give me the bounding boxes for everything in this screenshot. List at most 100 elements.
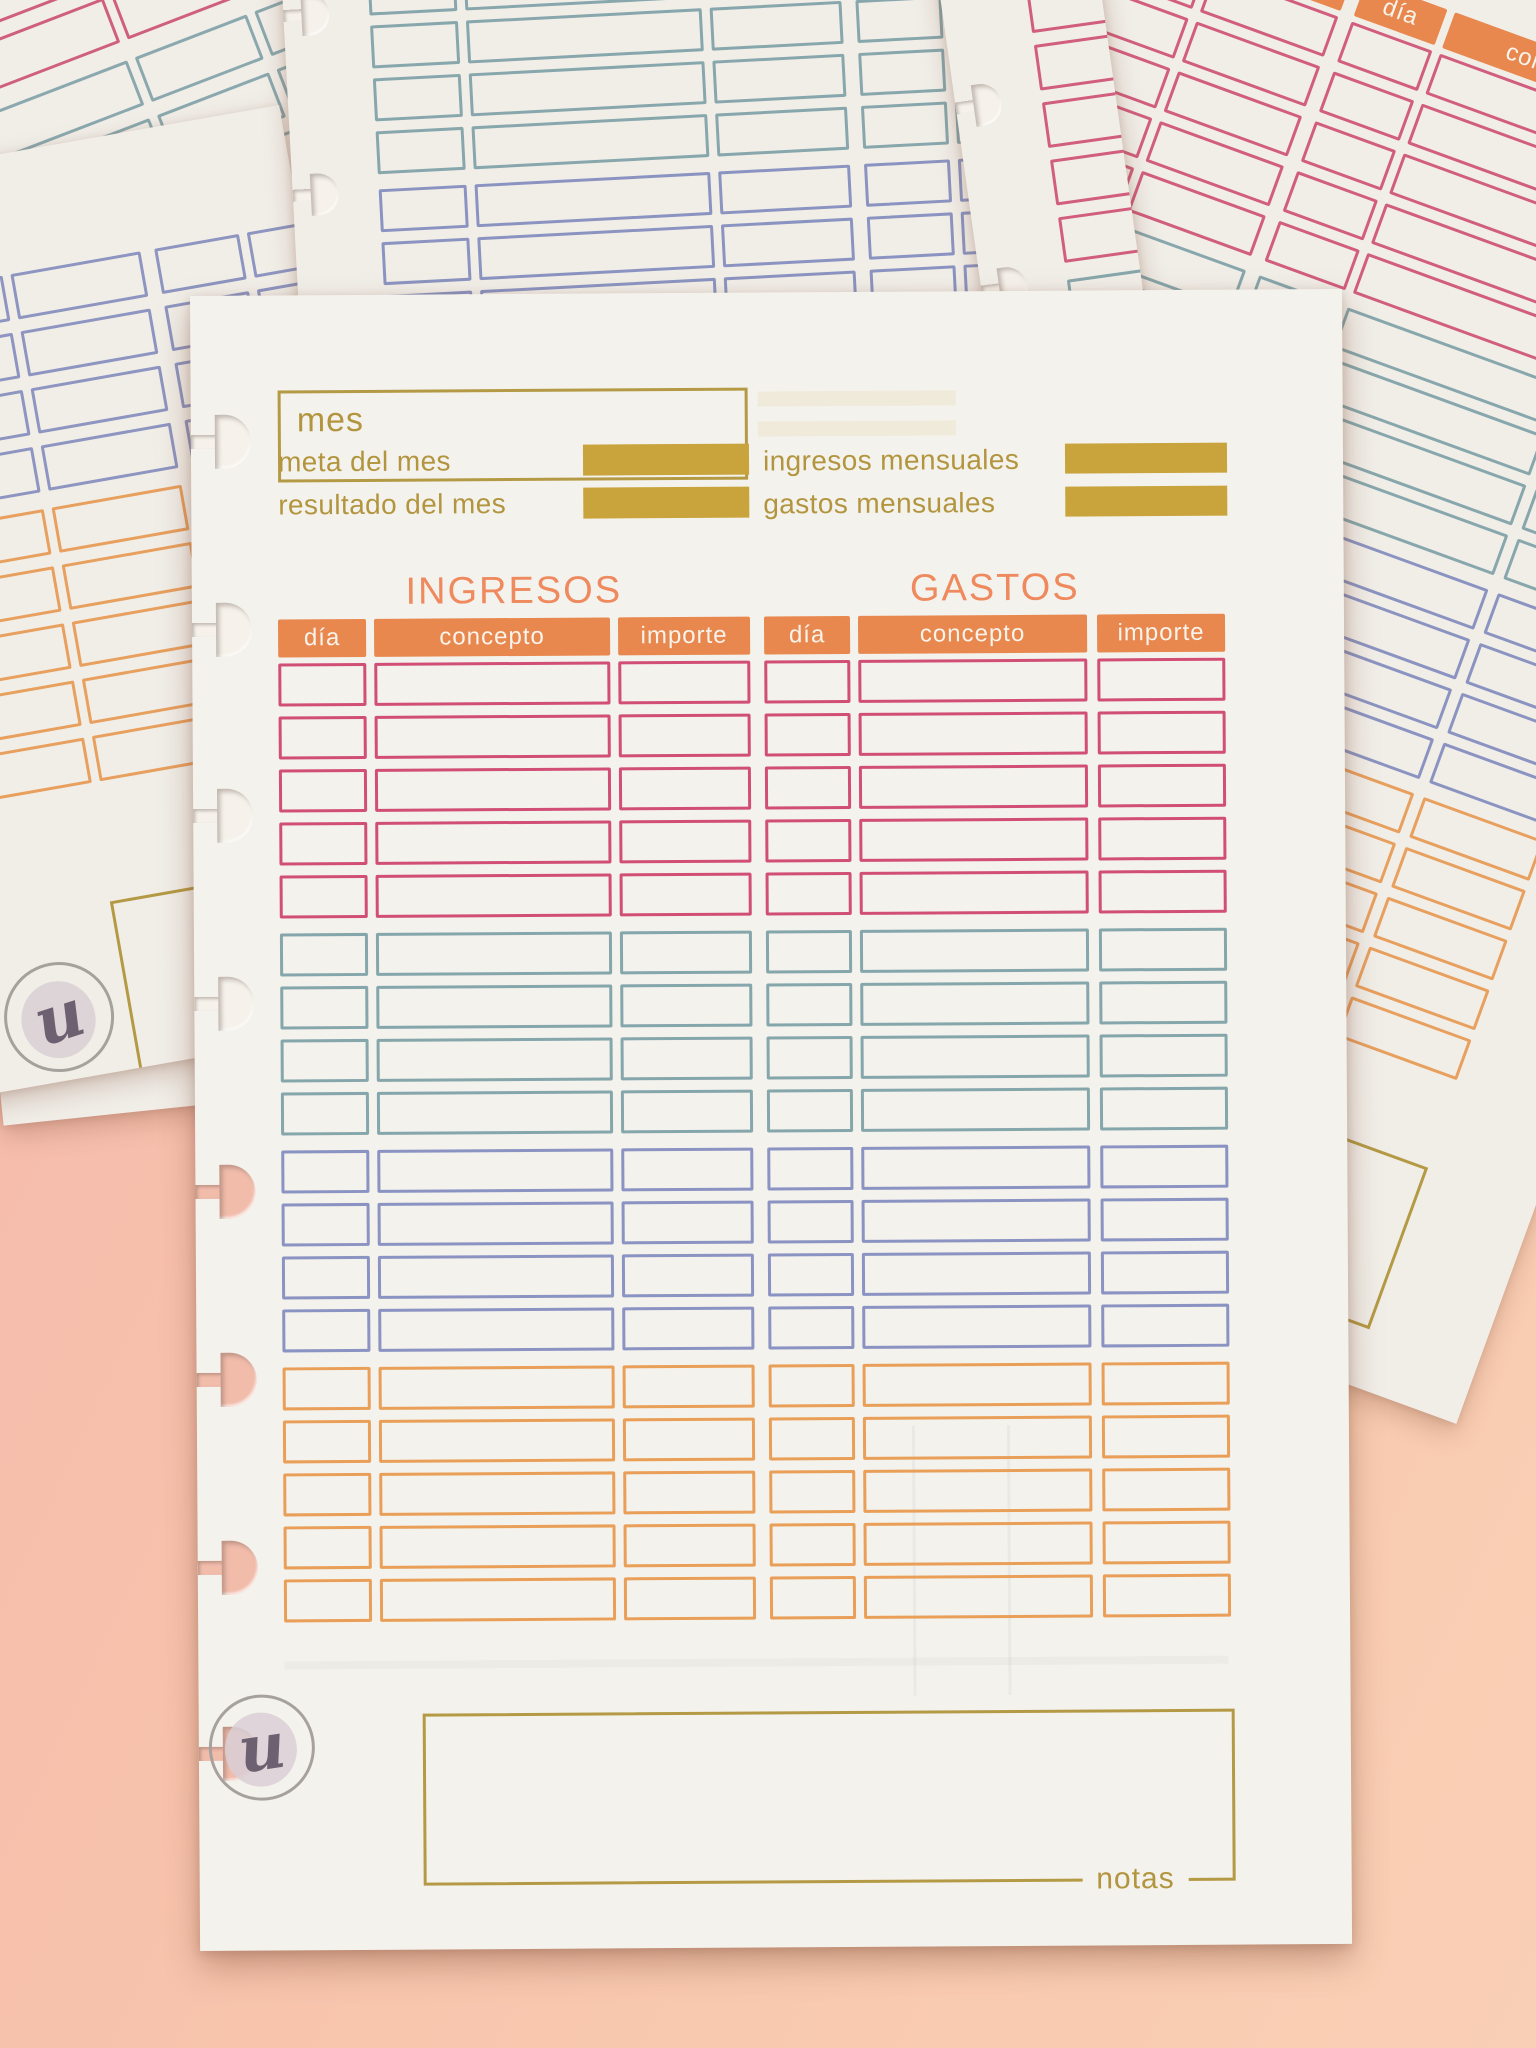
punch-hole-circle xyxy=(218,976,255,1031)
form-field-box xyxy=(282,1366,371,1411)
form-field-box xyxy=(765,818,852,863)
form-field-box xyxy=(1102,1467,1231,1512)
form-field-box xyxy=(769,1469,856,1514)
form-field-box xyxy=(768,1305,855,1350)
column-header-2: importe xyxy=(1096,613,1226,653)
form-field-box xyxy=(621,1147,754,1192)
column-header-1: concepto xyxy=(857,614,1088,654)
brand-logo: u xyxy=(0,953,123,1081)
form-field-box xyxy=(281,1202,370,1247)
column-header-1: concepto xyxy=(373,617,611,657)
punch-hole xyxy=(953,81,1005,129)
form-field-box xyxy=(379,1471,616,1516)
form-field-box xyxy=(279,932,369,977)
column-header-0: día xyxy=(277,618,367,658)
month-field-label: mes xyxy=(296,400,365,440)
form-field-box xyxy=(468,61,707,117)
form-field-box xyxy=(622,1306,755,1351)
form-field-box xyxy=(1099,1033,1228,1078)
form-field-box xyxy=(622,1364,755,1409)
punch-hole-circle xyxy=(221,1540,258,1595)
form-field-box xyxy=(766,982,853,1027)
form-field-box xyxy=(1102,1520,1231,1565)
punch-hole-circle xyxy=(214,414,252,469)
form-field-box xyxy=(370,20,461,69)
form-field-box xyxy=(619,930,753,975)
form-field-box xyxy=(720,217,856,268)
form-field-box xyxy=(367,0,458,16)
form-field-box xyxy=(283,1525,372,1570)
form-field-box xyxy=(465,8,704,64)
notes-label: notas xyxy=(1082,1861,1189,1897)
form-field-box xyxy=(1100,1144,1229,1189)
form-field-box xyxy=(477,224,716,281)
form-field-box xyxy=(766,1088,854,1133)
form-field-box xyxy=(860,981,1090,1026)
form-field-box xyxy=(372,73,463,122)
form-field-box xyxy=(280,1091,370,1136)
punch-hole-slot xyxy=(190,434,218,449)
ghost-gold-bar xyxy=(757,420,956,437)
form-field-box xyxy=(764,712,851,757)
punch-hole xyxy=(195,1164,256,1219)
form-field-box xyxy=(618,713,751,758)
form-field-box xyxy=(1098,816,1227,861)
form-field-box xyxy=(858,764,1089,809)
form-field-box xyxy=(862,1362,1092,1407)
form-field-box xyxy=(375,873,612,918)
form-field-box xyxy=(712,53,847,104)
form-field-box xyxy=(154,233,247,295)
form-field-box xyxy=(619,872,752,917)
punch-hole xyxy=(193,788,254,843)
form-field-box xyxy=(858,711,1088,756)
form-field-box xyxy=(281,1255,371,1300)
form-field-box xyxy=(374,767,612,812)
form-field-box xyxy=(621,1253,755,1298)
form-field-box xyxy=(855,0,944,44)
form-field-box xyxy=(377,1148,614,1193)
form-field-box xyxy=(863,159,953,207)
form-field-box xyxy=(858,48,947,96)
form-field-box xyxy=(858,658,1088,703)
logo-letter: u xyxy=(24,972,94,1062)
form-field-box xyxy=(715,106,850,157)
form-field-box xyxy=(463,0,702,11)
form-field-box xyxy=(1099,1086,1229,1131)
month-goal-value-box xyxy=(582,443,750,476)
punch-hole xyxy=(191,602,253,657)
punch-hole xyxy=(196,1352,257,1407)
form-field-box xyxy=(764,765,852,810)
form-field-box xyxy=(474,171,713,228)
punch-hole xyxy=(282,0,331,37)
form-field-box xyxy=(861,1145,1091,1190)
form-field-box xyxy=(0,737,92,824)
form-field-box xyxy=(768,1363,855,1408)
form-field-box xyxy=(709,0,844,51)
form-field-box xyxy=(767,1252,855,1297)
monthly-expense-value-box xyxy=(1065,485,1228,517)
form-field-box xyxy=(279,821,368,866)
form-field-box xyxy=(471,114,710,170)
form-field-box xyxy=(718,164,853,215)
form-field-box xyxy=(283,1578,373,1623)
form-field-box xyxy=(861,1251,1092,1296)
punch-hole-circle xyxy=(219,1164,256,1219)
form-field-box xyxy=(10,251,149,320)
form-field-box xyxy=(620,983,753,1028)
form-field-box xyxy=(1101,1414,1231,1459)
form-field-box xyxy=(20,308,159,377)
form-field-box xyxy=(1101,1361,1230,1406)
form-field-box xyxy=(282,1308,371,1353)
form-field-box xyxy=(378,1418,616,1463)
form-field-box xyxy=(1100,1250,1230,1295)
form-field-box xyxy=(374,661,611,706)
form-field-box xyxy=(278,662,367,707)
punch-hole xyxy=(197,1540,258,1595)
form-field-box xyxy=(623,1576,757,1621)
form-field-box xyxy=(376,1090,614,1135)
form-field-box xyxy=(379,1524,616,1569)
income-section-title: INGRESOS xyxy=(405,569,623,613)
form-field-box xyxy=(71,598,210,668)
ghost-line xyxy=(284,1655,1229,1670)
